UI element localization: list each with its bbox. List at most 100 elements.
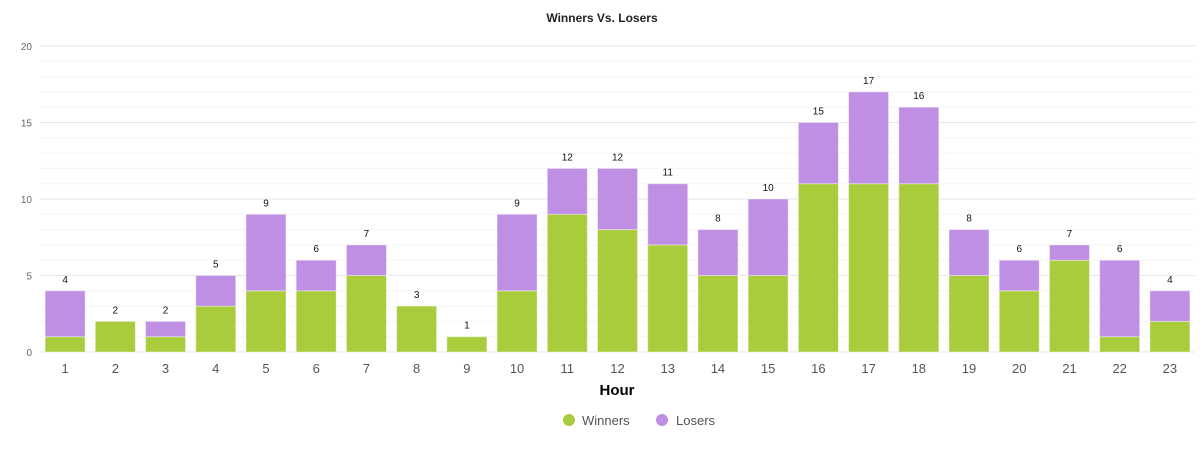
bar-losers[interactable] <box>1048 244 1090 261</box>
data-label-total: 10 <box>763 183 775 194</box>
x-tick-label: 15 <box>761 361 775 376</box>
data-label-total: 6 <box>1117 244 1123 255</box>
x-tick-label: 17 <box>861 361 875 376</box>
data-label-total: 5 <box>213 260 219 271</box>
y-tick-label: 5 <box>26 272 32 283</box>
bar-winners[interactable] <box>848 183 890 353</box>
bar-losers[interactable] <box>697 229 739 277</box>
bar-winners[interactable] <box>898 183 940 353</box>
bar-winners[interactable] <box>1149 320 1191 353</box>
x-tick-label: 4 <box>212 361 219 376</box>
bar-winners[interactable] <box>345 275 387 353</box>
bar-losers[interactable] <box>546 167 588 215</box>
x-tick-label: 10 <box>510 361 524 376</box>
bar-winners[interactable] <box>546 213 588 353</box>
x-tick-label: 5 <box>262 361 269 376</box>
x-tick-label: 20 <box>1012 361 1026 376</box>
data-label-total: 12 <box>562 152 574 163</box>
x-tick-label: 18 <box>912 361 926 376</box>
bar-winners[interactable] <box>797 183 839 353</box>
x-tick-label: 3 <box>162 361 169 376</box>
chart-title: Winners Vs. Losers <box>546 11 658 25</box>
bar-winners[interactable] <box>1099 336 1141 353</box>
legend-label: Winners <box>582 413 630 428</box>
legend-swatch-winners <box>563 414 575 426</box>
x-tick-label: 14 <box>711 361 725 376</box>
y-tick-label: 0 <box>26 348 32 359</box>
bar-winners[interactable] <box>1048 259 1090 353</box>
bar-winners[interactable] <box>998 290 1040 353</box>
x-tick-label: 22 <box>1112 361 1126 376</box>
data-label-total: 12 <box>612 152 624 163</box>
bar-winners[interactable] <box>195 305 237 353</box>
bar-losers[interactable] <box>647 183 689 246</box>
bar-winners[interactable] <box>396 305 438 353</box>
bar-winners[interactable] <box>94 320 136 353</box>
data-label-total: 7 <box>1067 229 1073 240</box>
x-tick-label: 16 <box>811 361 825 376</box>
bar-losers[interactable] <box>998 259 1040 292</box>
x-tick-label: 2 <box>112 361 119 376</box>
bar-losers[interactable] <box>848 91 890 185</box>
data-label-total: 8 <box>715 214 721 225</box>
data-label-total: 4 <box>1167 275 1173 286</box>
bar-losers[interactable] <box>44 290 86 338</box>
x-tick-label: 12 <box>610 361 624 376</box>
y-tick-label: 10 <box>21 195 33 206</box>
bar-winners[interactable] <box>747 275 789 353</box>
x-tick-label: 13 <box>660 361 674 376</box>
x-tick-label: 19 <box>962 361 976 376</box>
data-label-total: 2 <box>113 305 119 316</box>
bar-winners[interactable] <box>948 275 990 353</box>
bar-losers[interactable] <box>1099 259 1141 338</box>
bar-losers[interactable] <box>1149 290 1191 322</box>
x-axis-label: Hour <box>600 382 635 399</box>
bar-losers[interactable] <box>195 275 237 307</box>
data-label-total: 3 <box>414 290 420 301</box>
bar-losers[interactable] <box>797 122 839 185</box>
bar-losers[interactable] <box>345 244 387 276</box>
data-label-total: 8 <box>966 214 972 225</box>
data-label-total: 2 <box>163 305 169 316</box>
bar-losers[interactable] <box>145 320 187 338</box>
data-label-total: 6 <box>1016 244 1022 255</box>
x-tick-label: 11 <box>561 361 575 376</box>
bar-winners[interactable] <box>295 290 337 353</box>
y-tick-label: 15 <box>21 119 33 130</box>
legend: Winners Losers <box>563 413 716 428</box>
y-tick-label: 20 <box>21 42 33 53</box>
bar-winners[interactable] <box>145 336 187 353</box>
data-label-total: 9 <box>514 198 520 209</box>
bar-losers[interactable] <box>898 106 940 185</box>
legend-label: Losers <box>676 413 716 428</box>
bar-losers[interactable] <box>245 213 287 292</box>
legend-item-losers[interactable]: Losers <box>656 413 716 428</box>
bar-losers[interactable] <box>295 259 337 292</box>
bar-losers[interactable] <box>948 229 990 277</box>
x-tick-label: 8 <box>413 361 420 376</box>
bar-losers[interactable] <box>597 167 638 231</box>
data-label-total: 4 <box>62 275 68 286</box>
x-tick-label: 23 <box>1163 361 1177 376</box>
bar-winners[interactable] <box>446 336 488 353</box>
data-label-total: 6 <box>313 244 319 255</box>
data-label-total: 9 <box>263 198 269 209</box>
x-tick-label: 1 <box>61 361 68 376</box>
x-tick-label: 9 <box>463 361 470 376</box>
data-label-total: 7 <box>364 229 370 240</box>
bar-winners[interactable] <box>44 336 86 353</box>
bar-losers[interactable] <box>747 198 789 276</box>
bar-winners[interactable] <box>496 290 538 353</box>
legend-swatch-losers <box>656 414 668 426</box>
x-tick-label: 7 <box>363 361 370 376</box>
data-label-total: 1 <box>464 321 470 332</box>
bar-winners[interactable] <box>245 290 287 353</box>
legend-item-winners[interactable]: Winners <box>563 413 630 428</box>
x-tick-label: 21 <box>1062 361 1076 376</box>
data-label-total: 17 <box>863 76 875 87</box>
bar-losers[interactable] <box>496 213 538 292</box>
bar-winners[interactable] <box>597 229 638 353</box>
bar-winners[interactable] <box>647 244 689 353</box>
bar-winners[interactable] <box>697 275 739 353</box>
